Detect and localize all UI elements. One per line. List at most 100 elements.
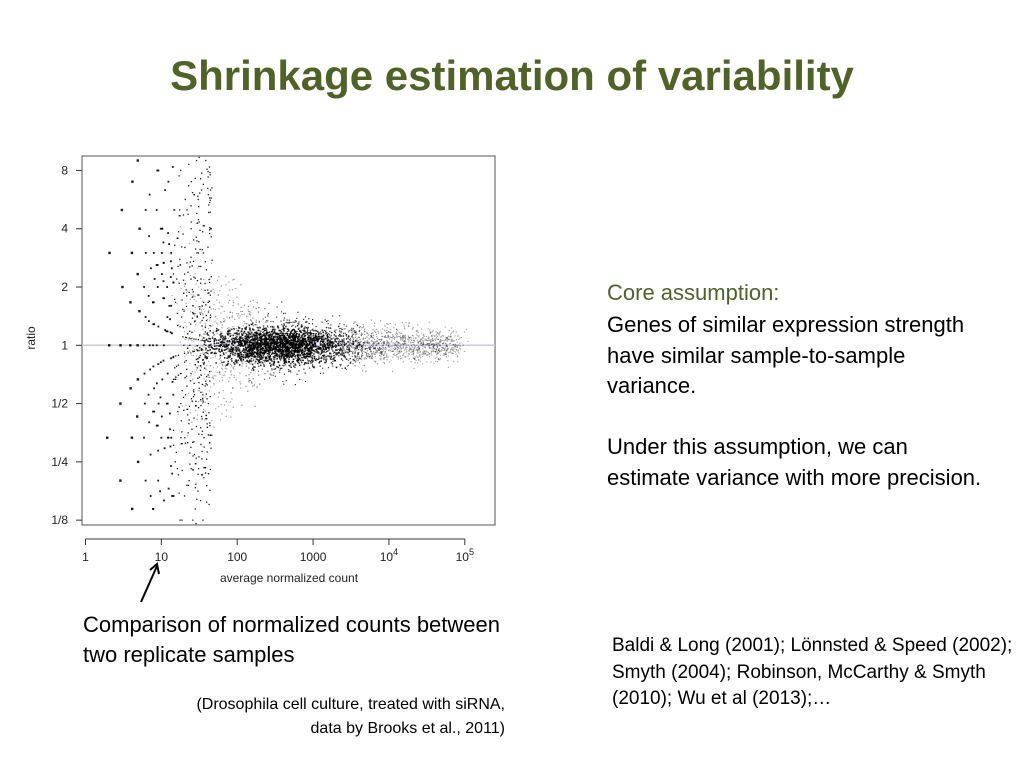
data-point xyxy=(369,348,371,350)
x-tick-label: 100 xyxy=(227,550,247,564)
data-point xyxy=(179,325,181,328)
data-point xyxy=(263,327,266,330)
data-point xyxy=(346,335,348,337)
data-point xyxy=(365,347,367,350)
data-point xyxy=(362,370,364,372)
data-point xyxy=(207,246,209,248)
data-point xyxy=(175,375,177,377)
data-point xyxy=(369,347,371,350)
data-point xyxy=(312,346,315,348)
data-point xyxy=(279,359,282,361)
data-point xyxy=(247,339,250,341)
data-point xyxy=(277,332,280,335)
data-point xyxy=(453,360,455,362)
data-point xyxy=(428,352,430,354)
data-point xyxy=(253,342,255,344)
data-point xyxy=(370,350,372,352)
data-point xyxy=(269,345,272,347)
data-point xyxy=(212,367,214,369)
data-point xyxy=(297,345,299,347)
data-point xyxy=(352,359,354,361)
data-point xyxy=(297,340,299,342)
data-point xyxy=(270,341,272,344)
data-point xyxy=(263,350,265,352)
data-point xyxy=(280,356,283,359)
data-point xyxy=(185,337,188,339)
data-point xyxy=(436,352,438,354)
data-point xyxy=(208,292,210,294)
data-point xyxy=(375,351,377,353)
data-point xyxy=(304,355,307,358)
data-point xyxy=(419,339,422,341)
data-point xyxy=(397,335,399,338)
data-point xyxy=(293,364,295,367)
data-point xyxy=(317,330,319,333)
data-point xyxy=(296,335,298,337)
data-point xyxy=(343,332,345,334)
data-point xyxy=(319,357,321,359)
data-point xyxy=(213,352,216,354)
data-point xyxy=(202,359,204,361)
data-point xyxy=(258,374,260,376)
data-point xyxy=(430,331,432,333)
data-point xyxy=(347,338,349,340)
data-point xyxy=(375,331,377,333)
data-point xyxy=(186,332,189,335)
data-point xyxy=(323,329,325,332)
data-point xyxy=(285,380,287,382)
data-point xyxy=(247,354,249,356)
data-point xyxy=(178,406,180,408)
data-point xyxy=(329,339,331,341)
data-point xyxy=(183,361,186,363)
data-point xyxy=(121,285,124,289)
data-point xyxy=(258,335,261,337)
data-point xyxy=(200,400,202,402)
data-point xyxy=(195,300,197,302)
data-point xyxy=(193,453,196,456)
data-point xyxy=(283,373,286,375)
data-point xyxy=(337,343,339,345)
data-point xyxy=(198,221,200,223)
data-point xyxy=(322,367,324,369)
data-point xyxy=(392,353,395,355)
data-point xyxy=(304,326,306,328)
data-point xyxy=(261,343,264,346)
data-point xyxy=(357,340,359,342)
data-point xyxy=(138,227,141,230)
data-point xyxy=(308,337,310,339)
data-point xyxy=(167,180,170,183)
data-point xyxy=(418,347,420,350)
data-point xyxy=(234,336,237,339)
data-point xyxy=(412,348,415,350)
data-point xyxy=(170,253,172,255)
data-point xyxy=(293,330,296,333)
data-point xyxy=(233,278,235,280)
data-point xyxy=(264,349,267,351)
data-point xyxy=(296,347,298,350)
data-point xyxy=(300,324,303,326)
data-point xyxy=(411,354,413,356)
data-point xyxy=(262,341,264,344)
data-point xyxy=(341,367,343,370)
data-point xyxy=(384,357,386,359)
data-point xyxy=(380,351,382,353)
data-point xyxy=(195,236,197,238)
data-point xyxy=(204,289,206,291)
data-point xyxy=(279,329,281,332)
data-point xyxy=(209,317,211,319)
data-point xyxy=(218,372,220,374)
data-point xyxy=(396,345,398,347)
data-point xyxy=(299,329,301,332)
data-point xyxy=(250,339,252,341)
data-point xyxy=(366,356,368,358)
data-point xyxy=(382,346,384,349)
data-point xyxy=(224,345,226,348)
data-point xyxy=(220,322,222,324)
data-point xyxy=(233,368,235,370)
data-point xyxy=(204,331,206,333)
data-point xyxy=(144,209,147,211)
data-point xyxy=(394,343,396,345)
data-point xyxy=(298,346,300,349)
data-point xyxy=(304,337,307,340)
data-point xyxy=(297,356,299,358)
